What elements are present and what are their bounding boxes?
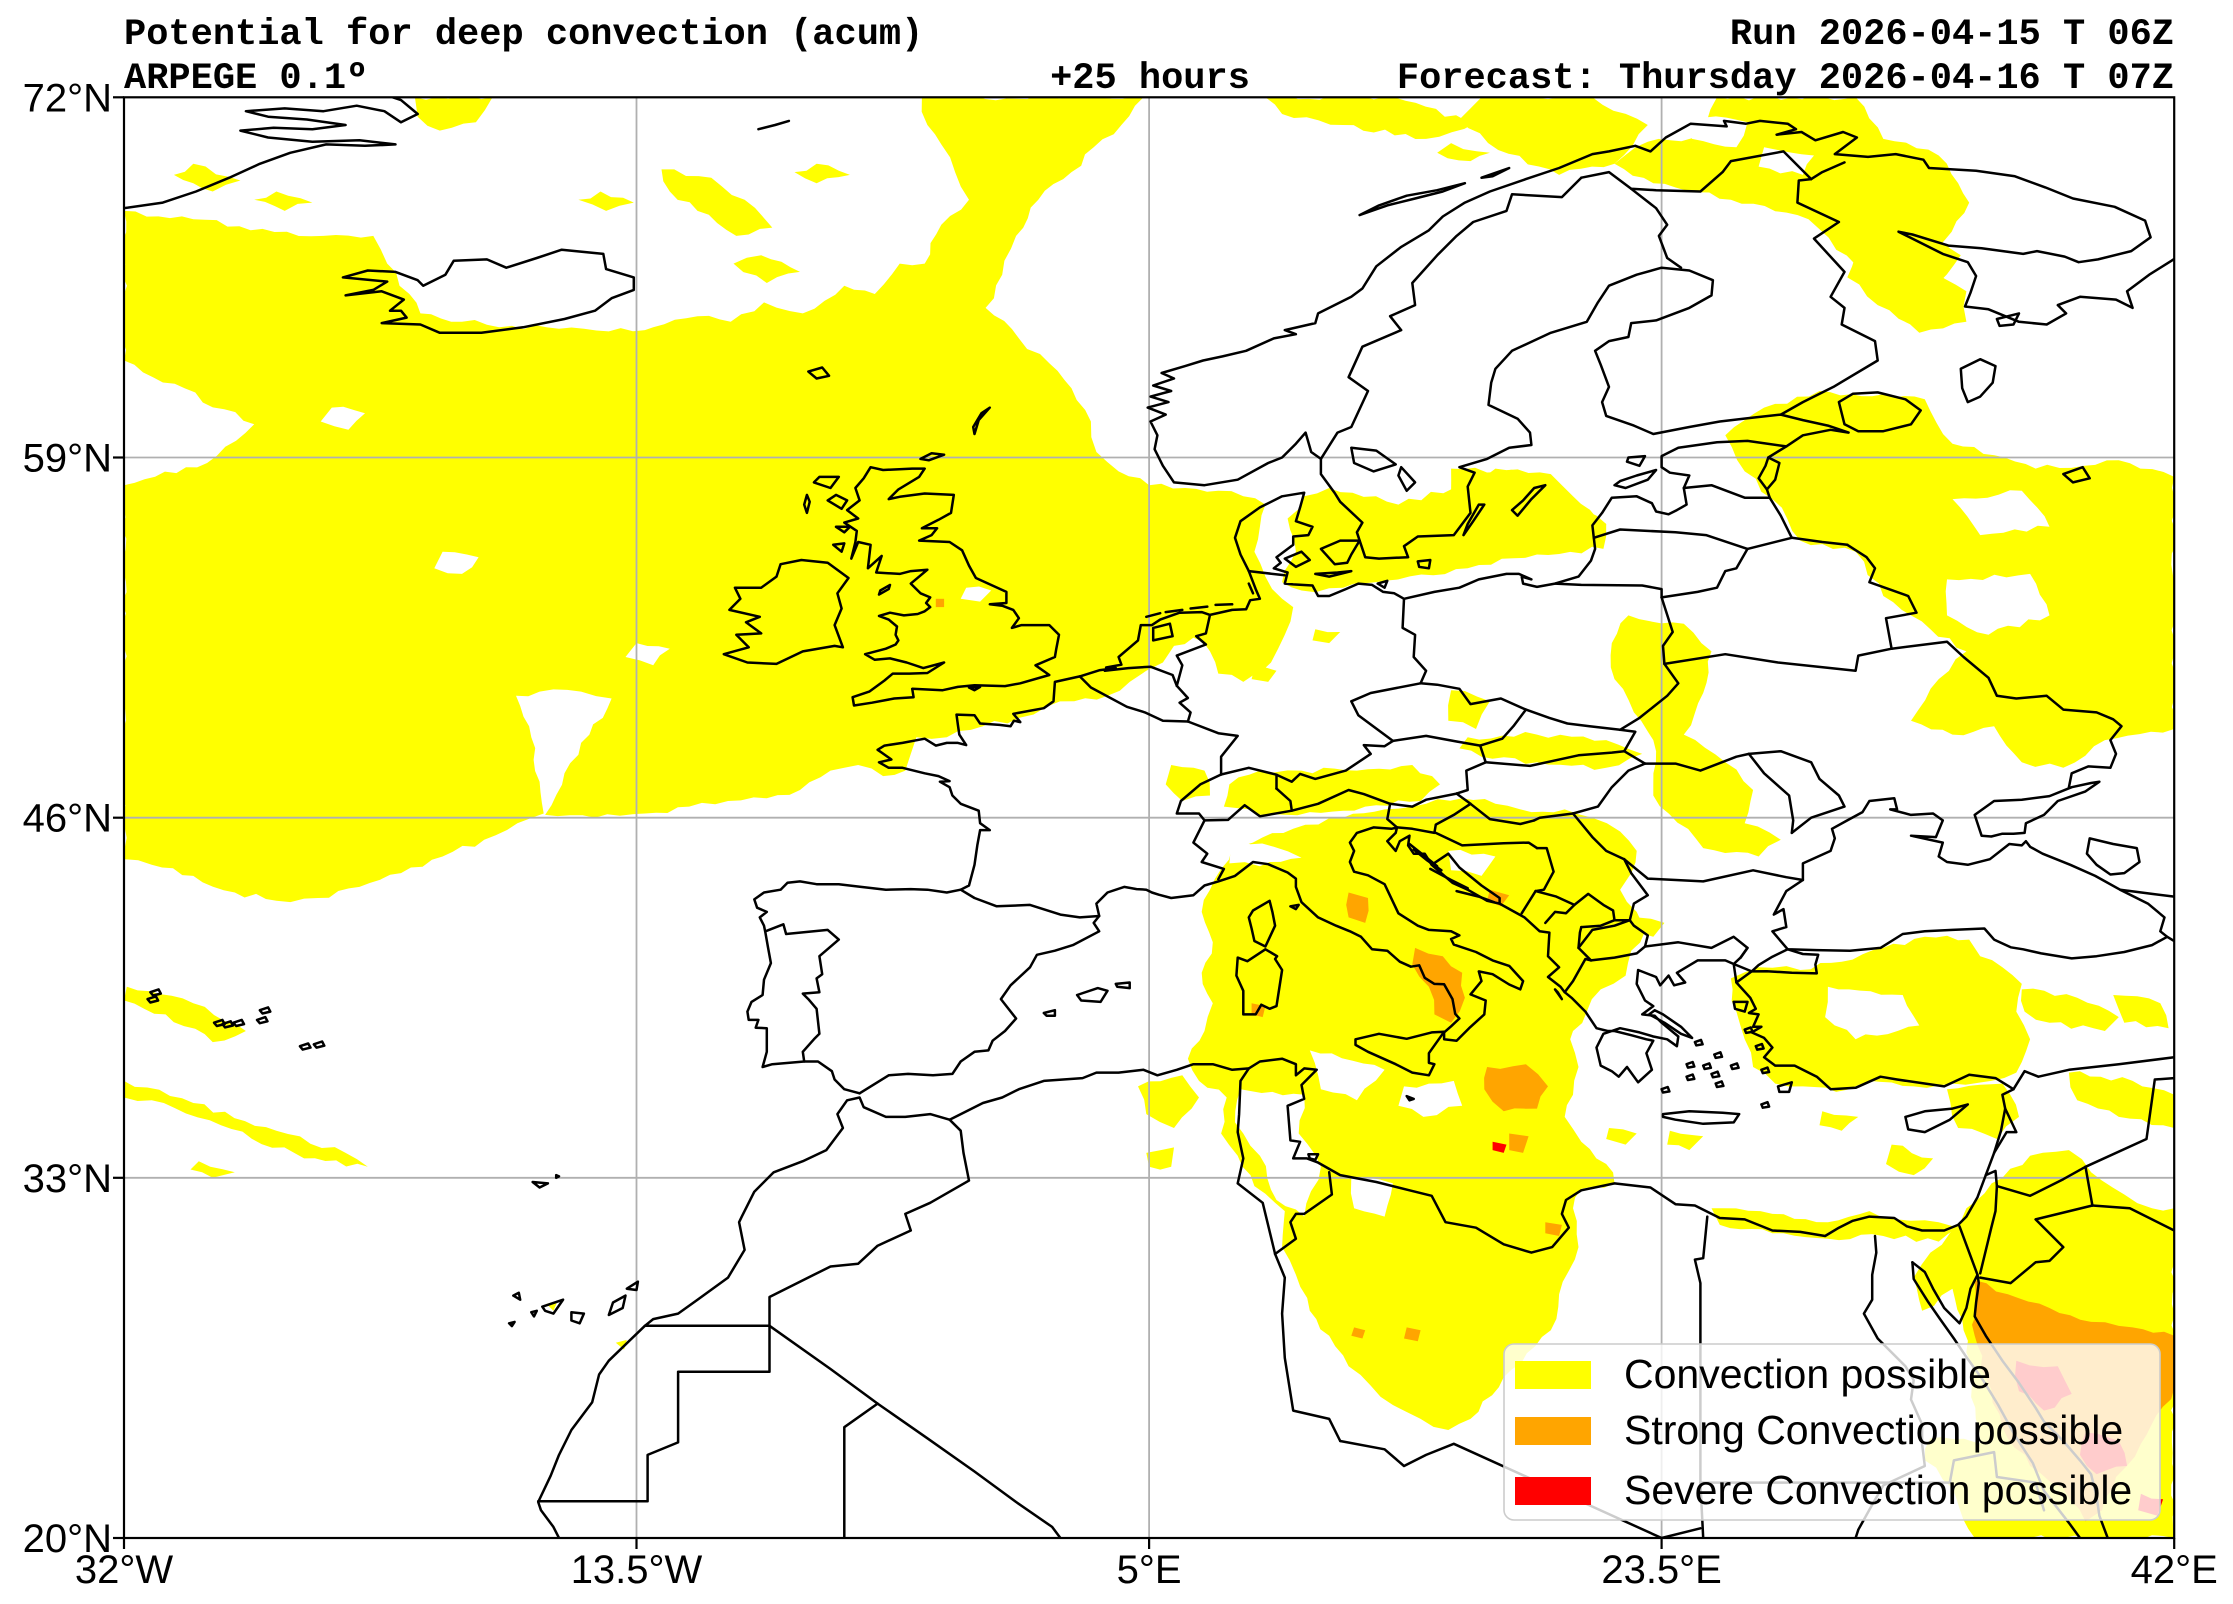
svg-text:32°W: 32°W — [75, 1548, 173, 1592]
svg-text:23.5°E: 23.5°E — [1601, 1548, 1722, 1592]
svg-text:33°N: 33°N — [23, 1157, 112, 1201]
svg-text:Convection possible: Convection possible — [1624, 1351, 1991, 1397]
svg-text:Potential for deep convection: Potential for deep convection (acum) — [124, 14, 923, 56]
svg-text:42°E: 42°E — [2131, 1548, 2218, 1592]
svg-text:13.5°W: 13.5°W — [571, 1548, 703, 1592]
svg-text:20°N: 20°N — [23, 1517, 112, 1561]
svg-text:5°E: 5°E — [1117, 1548, 1182, 1592]
svg-text:Run 2026-04-15 T 06Z: Run 2026-04-15 T 06Z — [1730, 14, 2174, 56]
svg-text:Severe Convection possible: Severe Convection possible — [1624, 1467, 2132, 1513]
svg-text:46°N: 46°N — [23, 797, 112, 841]
svg-text:ARPEGE 0.1º: ARPEGE 0.1º — [124, 58, 368, 100]
svg-text:59°N: 59°N — [23, 437, 112, 481]
svg-text:72°N: 72°N — [23, 76, 112, 120]
svg-text:+25 hours: +25 hours — [1050, 58, 1250, 100]
svg-text:Forecast: Thursday 2026-04-16: Forecast: Thursday 2026-04-16 T 07Z — [1397, 58, 2174, 100]
svg-text:Strong Convection possible: Strong Convection possible — [1624, 1407, 2123, 1453]
